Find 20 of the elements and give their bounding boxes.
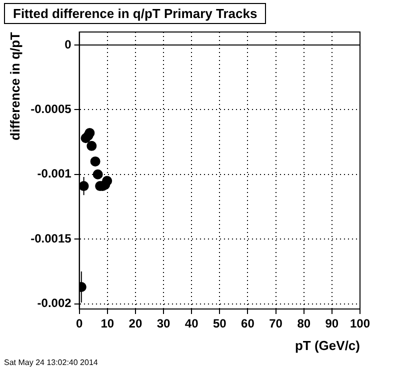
x-tick-label: 0 [76,316,83,331]
y-tick-label: -0.0015 [30,231,72,246]
text: Sat May 24 13:02:40 2014 [4,358,98,367]
x-tick-label: 90 [325,316,339,331]
x-tick-label: 80 [297,316,311,331]
y-tick-label: -0.001 [37,166,72,181]
x-tick-label: 10 [100,316,114,331]
x-axis-title: pT (GeV/c) [294,338,360,353]
x-tick-label: 70 [269,316,283,331]
y-tick-label: -0.0005 [30,102,72,116]
y-axis-title: difference in q/pT [7,32,22,140]
x-tick-label: 50 [212,316,227,331]
x-tick-label: 40 [184,316,199,331]
x-tick-label: 20 [128,316,142,331]
y-tick-label: 0 [64,37,72,52]
x-tick-label: 30 [156,316,171,331]
y-tick-label: -0.002 [37,296,72,310]
chart-title: Fitted difference in q/pT Primary Tracks [4,3,266,24]
x-tick-label: 100 [350,316,370,331]
x-tick-label: 60 [241,316,255,331]
